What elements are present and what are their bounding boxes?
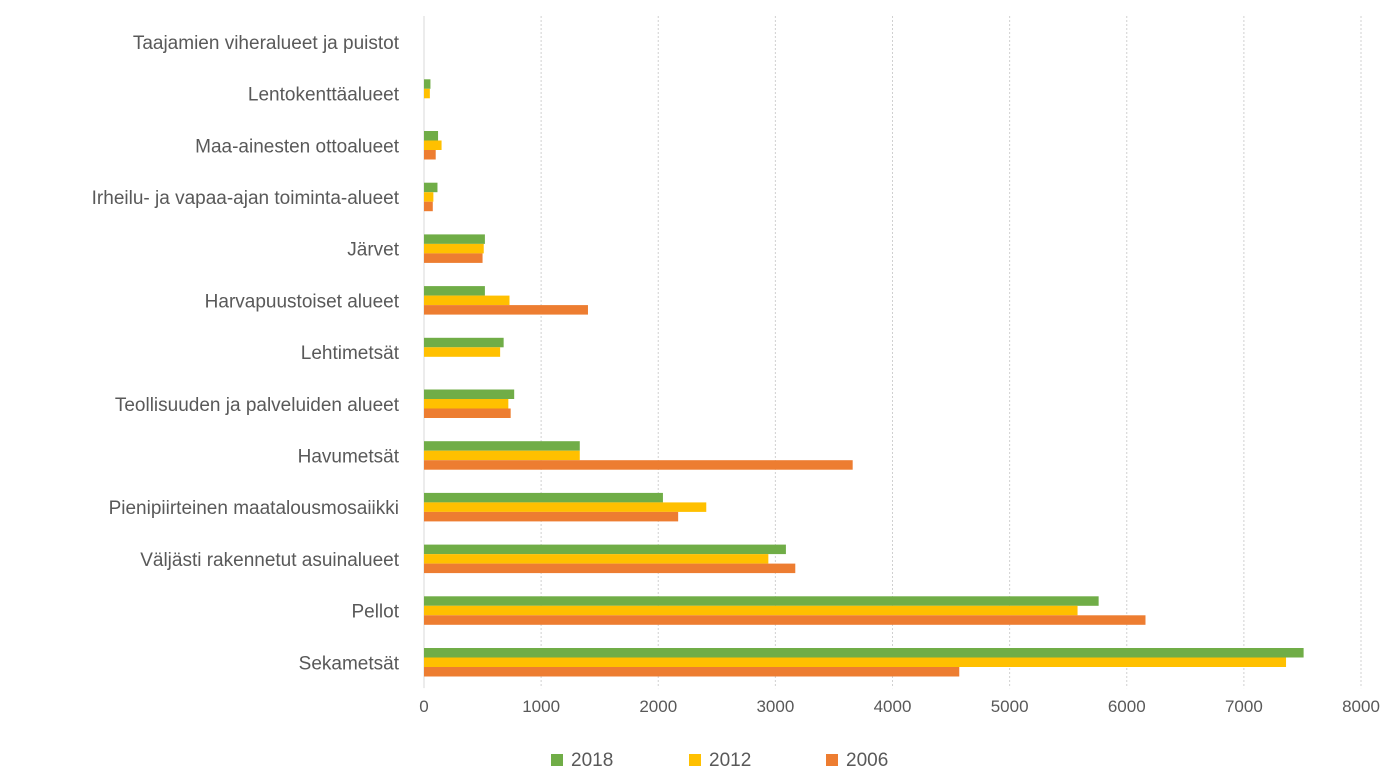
bar-2006 [424,615,1146,625]
category-label: Havumetsät [298,446,400,467]
x-tick-label: 1000 [522,697,560,716]
bar-2006 [424,460,853,470]
bar-2006 [424,408,511,418]
x-tick-labels: 0 1000 2000 3000 4000 5000 6000 7000 8000 [419,697,1380,716]
bar-2012 [424,605,1078,616]
bar-2018 [424,182,438,193]
bar-2012 [424,347,501,357]
bar-2006 [424,511,679,522]
bar-2018 [424,337,504,348]
bar-2018 [424,234,485,244]
bar-2006 [424,150,436,160]
bar-2006 [424,305,588,315]
legend-swatch [689,754,701,766]
category-label: Pellot [351,602,399,623]
x-tick-label: 4000 [874,697,912,716]
bar-2018 [424,441,580,451]
category-label: Lentokenttäalueet [248,85,400,106]
legend: 2018 2012 2006 [551,750,888,769]
bar-2018 [424,79,431,89]
category-label: Järvet [347,240,399,261]
legend-item: 2018 [551,750,613,769]
bars [424,79,1304,677]
category-label: Pienipiirteinen maatalousmosaiikki [109,498,399,519]
category-label: Irheilu- ja vapaa-ajan toiminta-alueet [92,188,400,209]
x-tick-label: 7000 [1225,697,1263,716]
bar-2018 [424,544,786,555]
category-label: Taajamien viheralueet ja puistot [133,33,400,54]
legend-swatch [826,754,838,766]
category-label: Teollisuuden ja palveluiden alueet [115,395,400,416]
bar-2012 [424,502,707,512]
bar-2018 [424,131,439,141]
bar-2006 [424,201,433,212]
gridlines [423,16,1362,689]
legend-label: 2012 [709,750,751,769]
legend-swatch [551,754,563,766]
bar-2006 [424,563,796,574]
bar-2012 [424,657,1287,667]
x-tick-label: 2000 [639,697,677,716]
bar-2012 [424,88,430,99]
x-tick-label: 0 [419,697,428,716]
category-label: Harvapuustoiset alueet [205,291,400,312]
bar-2006 [424,667,960,677]
legend-item: 2012 [689,750,751,769]
bar-2018 [424,492,663,503]
x-tick-label: 5000 [991,697,1029,716]
bar-2018 [424,286,485,296]
bar-2012 [424,295,510,306]
bar-2018 [424,389,515,399]
legend-label: 2018 [571,750,613,769]
bar-2012 [424,450,580,461]
x-tick-label: 6000 [1108,697,1146,716]
bar-2012 [424,554,769,564]
bar-2012 [424,192,434,202]
legend-item: 2006 [826,750,888,769]
bar-2012 [424,140,442,150]
category-label: Maa-ainesten ottoalueet [195,136,400,157]
bar-2012 [424,243,484,254]
category-label: Sekametsät [299,653,400,674]
x-tick-label: 3000 [756,697,794,716]
bar-2012 [424,399,509,409]
legend-label: 2006 [846,750,888,769]
category-label: Väljästi rakennetut asuinalueet [140,550,400,571]
bar-2018 [424,596,1099,606]
category-label: Lehtimetsät [301,343,400,364]
category-labels: Taajamien viheralueet ja puistot Lentoken… [92,33,400,674]
x-tick-label: 8000 [1342,697,1380,716]
bar-2006 [424,253,483,263]
bar-2018 [424,648,1304,658]
